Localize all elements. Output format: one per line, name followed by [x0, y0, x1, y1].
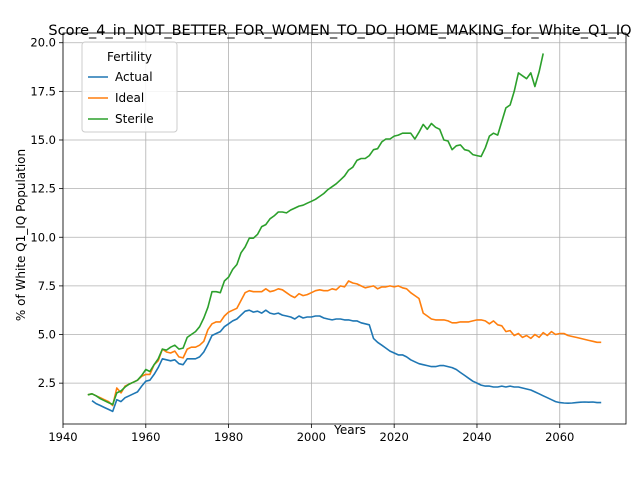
x-axis: 1940 1960 1980 2000 2020 2040 2060: [48, 424, 574, 444]
legend: Fertility Actual Ideal Sterile: [81, 41, 178, 133]
y-tick-label: 15.0: [30, 133, 56, 147]
x-tick-label: 2000: [297, 430, 326, 444]
legend-label-sterile: Sterile: [115, 112, 154, 126]
x-tick-label: 2040: [462, 430, 491, 444]
legend-title: Fertility: [107, 50, 152, 64]
x-tick-label: 2020: [380, 430, 409, 444]
y-axis-label: % of White Q1_IQ Population: [14, 149, 28, 321]
y-tick-label: 20.0: [30, 36, 56, 50]
y-tick-label: 10.0: [30, 230, 56, 244]
chart-title: Score_4_in_NOT_BETTER_FOR_WOMEN_TO_DO_HO…: [48, 23, 631, 39]
y-tick-label: 5.0: [38, 328, 56, 342]
y-tick-label: 12.5: [30, 182, 56, 196]
series-line-ideal: [87, 280, 602, 407]
series-line-sterile: [87, 53, 544, 406]
grid-lines: [62, 33, 626, 424]
x-tick-label: 1940: [48, 430, 77, 444]
x-axis-label: Years: [333, 423, 366, 437]
y-tick-label: 17.5: [30, 84, 56, 98]
series-lines: [87, 53, 602, 413]
y-tick-label: 7.5: [38, 279, 56, 293]
legend-label-ideal: Ideal: [115, 91, 144, 105]
legend-label-actual: Actual: [115, 70, 153, 84]
y-tick-label: 2.5: [38, 376, 56, 390]
legend-entries: Actual Ideal Sterile: [88, 70, 154, 126]
x-tick-label: 1960: [131, 430, 160, 444]
series-line-actual: [91, 309, 602, 413]
x-tick-label: 1980: [214, 430, 243, 444]
legend-box: [81, 41, 178, 133]
plot-frame: [62, 32, 627, 425]
y-axis: 2.5 5.0 7.5 10.0 12.5 15.0 17.5 20.0: [30, 36, 63, 390]
x-tick-label: 2060: [545, 430, 574, 444]
